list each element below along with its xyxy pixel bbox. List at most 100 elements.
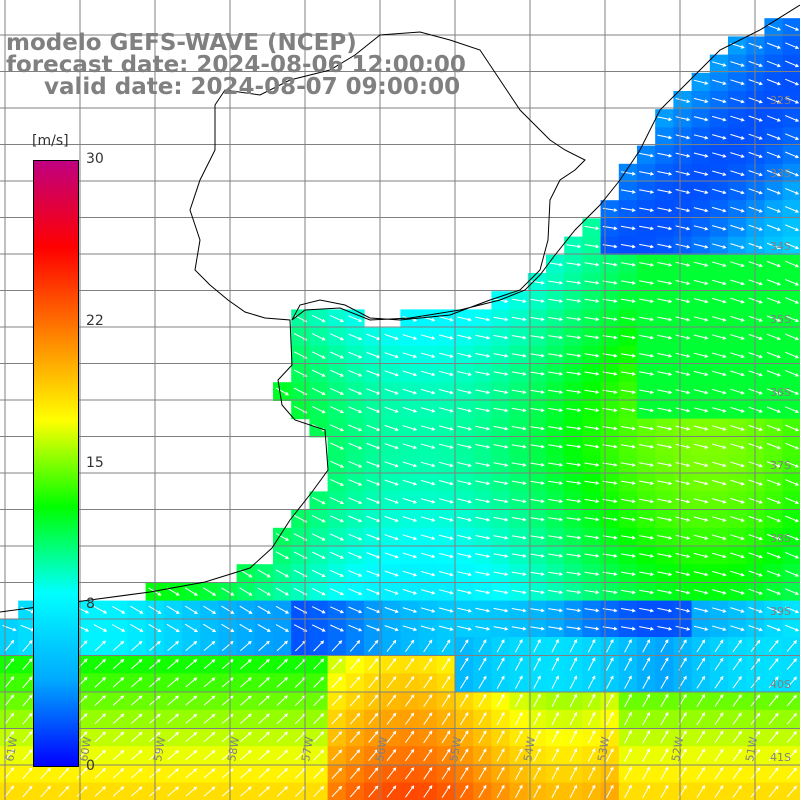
wind-arrow bbox=[584, 480, 600, 485]
longitude-label: 54W bbox=[521, 736, 538, 763]
wind-arrow bbox=[533, 711, 541, 726]
wind-arrow bbox=[712, 61, 727, 67]
wind-arrow bbox=[94, 731, 106, 743]
wind-arrow bbox=[240, 750, 252, 761]
wind-arrow bbox=[584, 426, 600, 431]
wind-arrow bbox=[404, 748, 415, 762]
wind-arrow bbox=[639, 498, 655, 504]
wind-arrow bbox=[548, 626, 564, 631]
wind-arrow bbox=[478, 675, 487, 689]
wind-arrow bbox=[386, 748, 397, 762]
latitude-label: 35S bbox=[770, 313, 791, 326]
longitude-label: 59W bbox=[151, 736, 168, 763]
wind-arrow bbox=[785, 624, 800, 632]
wind-arrow bbox=[620, 407, 636, 413]
wind-arrow bbox=[4, 712, 15, 725]
wind-arrow bbox=[276, 786, 288, 797]
wind-arrow bbox=[693, 79, 709, 85]
wind-arrow bbox=[330, 460, 345, 468]
wind-arrow bbox=[730, 188, 745, 195]
wind-arrow bbox=[368, 712, 379, 725]
wind-arrow bbox=[548, 426, 564, 431]
wind-arrow bbox=[785, 315, 800, 322]
wind-arrow bbox=[693, 116, 709, 122]
wind-arrow bbox=[584, 407, 600, 413]
wind-arrow bbox=[94, 713, 106, 725]
wind-arrow bbox=[693, 625, 709, 631]
wind-arrow bbox=[438, 370, 454, 377]
wind-arrow bbox=[606, 766, 614, 780]
wind-arrow bbox=[766, 224, 781, 231]
wind-arrow bbox=[548, 608, 564, 613]
wind-arrow bbox=[4, 748, 15, 762]
wind-arrow bbox=[642, 748, 650, 762]
wind-arrow bbox=[714, 639, 724, 653]
wind-arrow bbox=[785, 570, 800, 577]
wind-arrow bbox=[459, 766, 469, 780]
wind-arrow bbox=[457, 607, 472, 613]
wind-arrow bbox=[221, 786, 234, 797]
wind-arrow bbox=[239, 587, 253, 596]
wind-arrow bbox=[712, 316, 727, 322]
wind-arrow bbox=[402, 570, 418, 577]
wind-arrow bbox=[730, 479, 745, 486]
wind-arrow bbox=[529, 444, 545, 449]
wind-arrow bbox=[511, 353, 527, 358]
wind-arrow bbox=[478, 693, 487, 707]
wind-arrow bbox=[384, 461, 399, 468]
wind-arrow bbox=[693, 134, 709, 140]
wind-arrow bbox=[712, 243, 727, 249]
wind-arrow bbox=[313, 767, 325, 779]
wind-arrow bbox=[712, 625, 727, 631]
latitude-label: 36S bbox=[770, 386, 791, 399]
wind-arrow bbox=[693, 279, 709, 286]
longitude-label: 56W bbox=[373, 736, 390, 763]
wind-arrow bbox=[514, 748, 523, 762]
wind-arrow bbox=[714, 730, 724, 744]
wind-arrow bbox=[130, 677, 143, 688]
longitude-label: 51W bbox=[743, 736, 760, 763]
wind-arrow bbox=[457, 516, 472, 522]
wind-arrow bbox=[730, 279, 745, 286]
wind-arrow bbox=[258, 731, 270, 743]
wind-arrow bbox=[239, 605, 253, 614]
wind-arrow bbox=[696, 748, 706, 762]
wind-arrow bbox=[4, 676, 15, 689]
wind-arrow bbox=[675, 152, 691, 158]
wind-arrow bbox=[40, 785, 51, 798]
wind-arrow bbox=[657, 607, 673, 613]
wind-arrow bbox=[657, 152, 673, 158]
wind-arrow bbox=[730, 406, 745, 413]
colorbar-tick-label: 30 bbox=[86, 151, 104, 167]
wind-arrow bbox=[203, 605, 217, 614]
wind-arrow bbox=[533, 748, 541, 762]
wind-arrow bbox=[185, 695, 198, 706]
wind-arrow bbox=[548, 371, 564, 376]
wind-arrow bbox=[423, 675, 433, 689]
wind-arrow bbox=[548, 553, 564, 558]
colorbar bbox=[33, 160, 79, 767]
wind-arrow bbox=[478, 711, 487, 726]
wind-arrow bbox=[712, 134, 727, 140]
wind-arrow bbox=[348, 570, 363, 577]
wind-arrow bbox=[130, 605, 144, 614]
wind-arrow bbox=[587, 638, 596, 653]
wind-arrow bbox=[639, 626, 655, 631]
wind-arrow bbox=[675, 189, 691, 194]
wind-arrow bbox=[386, 694, 397, 707]
wind-arrow bbox=[693, 516, 709, 522]
wind-arrow bbox=[620, 498, 636, 504]
wind-arrow bbox=[732, 766, 742, 780]
wind-arrow bbox=[587, 748, 596, 762]
wind-arrow bbox=[167, 659, 179, 670]
wind-arrow bbox=[402, 425, 418, 431]
wind-arrow bbox=[587, 766, 596, 780]
wind-arrow bbox=[620, 462, 636, 467]
wind-arrow bbox=[475, 535, 491, 540]
wind-arrow bbox=[493, 607, 509, 613]
wind-arrow bbox=[384, 479, 399, 486]
wind-arrow bbox=[642, 639, 650, 653]
wind-arrow bbox=[785, 351, 800, 359]
wind-arrow bbox=[348, 515, 363, 523]
wind-arrow bbox=[185, 677, 198, 688]
